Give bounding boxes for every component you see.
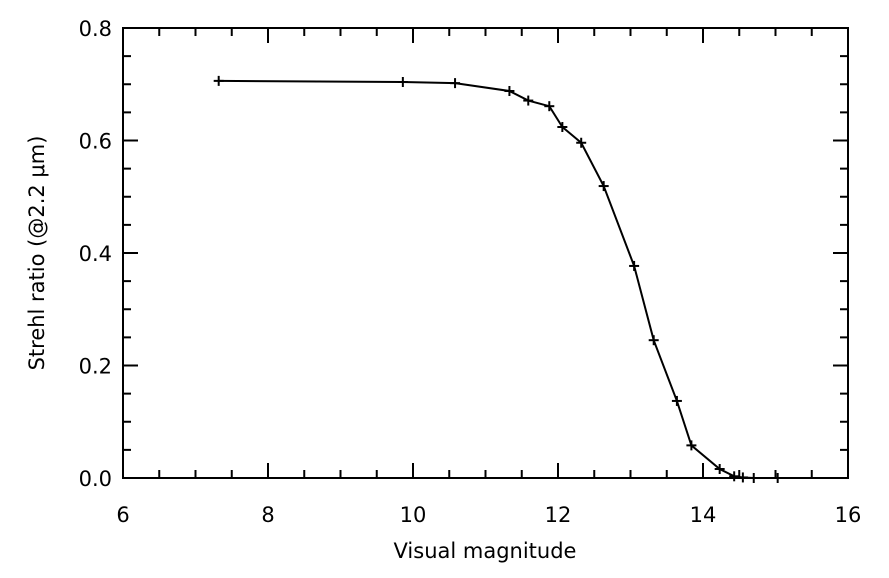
data-point-marker xyxy=(397,77,408,87)
data-point-marker xyxy=(714,464,725,474)
data-point-marker xyxy=(504,86,515,96)
axis-ticks xyxy=(122,27,849,479)
data-point-marker xyxy=(598,181,609,192)
y-tick-label: 0.0 xyxy=(79,467,112,491)
data-point-marker xyxy=(557,122,568,132)
data-point-marker xyxy=(737,472,748,483)
data-point-marker xyxy=(772,473,783,483)
y-tick-label: 0.2 xyxy=(79,355,112,379)
data-series xyxy=(213,75,783,483)
y-axis-label: Strehl ratio (@2.2 μm) xyxy=(25,136,49,371)
series-line xyxy=(218,79,778,479)
y-tick-label: 0.8 xyxy=(79,17,112,41)
data-point-marker xyxy=(686,440,697,451)
y-tick-label: 0.4 xyxy=(79,242,112,266)
tick-labels: 6 8 10 12 14 16 0.0 0.2 0.4 0.6 0.8 xyxy=(79,17,862,527)
x-tick-label: 12 xyxy=(545,503,572,527)
plot-frame xyxy=(122,27,849,479)
data-point-marker xyxy=(648,335,659,346)
y-tick-label: 0.6 xyxy=(79,130,112,154)
x-tick-label: 10 xyxy=(400,503,427,527)
x-tick-label: 14 xyxy=(690,503,717,527)
data-point-marker xyxy=(544,101,555,112)
data-point-marker xyxy=(748,473,759,483)
data-point-marker xyxy=(629,260,640,271)
data-point-marker xyxy=(729,471,740,482)
data-point-marker xyxy=(671,395,682,406)
data-point-marker xyxy=(523,95,534,106)
x-tick-label: 16 xyxy=(835,503,862,527)
x-tick-label: 6 xyxy=(116,503,129,527)
data-point-marker xyxy=(450,78,461,89)
data-point-marker xyxy=(213,75,224,86)
x-tick-label: 8 xyxy=(261,503,274,527)
x-axis-label: Visual magnitude xyxy=(394,539,577,563)
data-point-marker xyxy=(576,137,587,148)
